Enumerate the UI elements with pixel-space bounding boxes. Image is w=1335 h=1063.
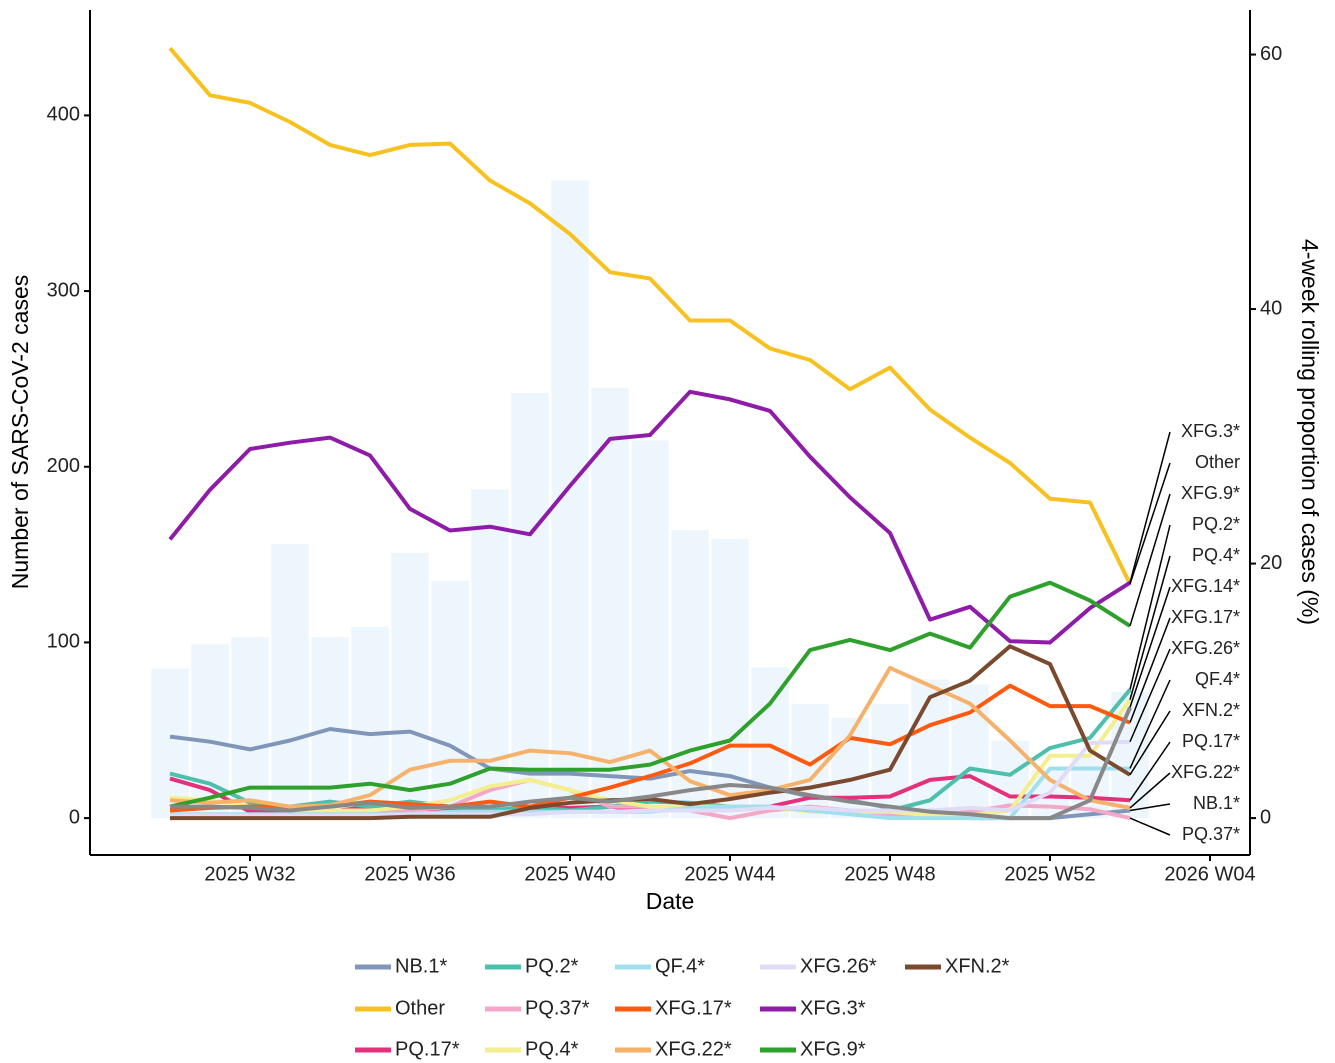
legend-label: XFG.3* xyxy=(800,997,866,1019)
y-tick-label: 300 xyxy=(47,279,80,301)
legend-label: PQ.4* xyxy=(525,1038,579,1060)
label-connector xyxy=(1129,679,1171,769)
case-bar xyxy=(871,703,909,819)
label-connector xyxy=(1129,555,1171,700)
label-connector xyxy=(1129,617,1171,723)
end-label: QF.4* xyxy=(1195,669,1240,689)
label-connector xyxy=(1129,648,1171,743)
y-tick-label: 400 xyxy=(47,104,80,126)
y2-axis-title: 4-week rolling proportion of cases (%) xyxy=(1297,239,1323,625)
y2-tick-label: 40 xyxy=(1260,297,1282,319)
case-bar xyxy=(271,544,309,819)
y-axis-title: Number of SARS-CoV-2 cases xyxy=(7,275,33,589)
case-bar xyxy=(951,684,989,819)
end-label: XFN.2* xyxy=(1182,700,1240,720)
case-bar xyxy=(711,538,749,819)
end-label: XFG.26* xyxy=(1171,638,1240,658)
x-tick-label: 2025 W52 xyxy=(1004,863,1095,885)
label-connector xyxy=(1129,586,1171,708)
legend-label: NB.1* xyxy=(395,955,447,977)
case-bar xyxy=(391,552,429,819)
label-connector xyxy=(1129,493,1171,627)
case-bar xyxy=(351,626,389,819)
y-tick-label: 200 xyxy=(47,455,80,477)
series-line xyxy=(170,739,1131,818)
x-axis-title: Date xyxy=(646,888,695,914)
series-line xyxy=(168,389,1132,645)
label-connector xyxy=(1129,772,1171,809)
case-bar xyxy=(511,392,549,819)
x-tick-label: 2025 W36 xyxy=(364,863,455,885)
legend-label: PQ.17* xyxy=(395,1038,460,1060)
end-label: XFG.14* xyxy=(1171,576,1240,596)
end-label: XFG.3* xyxy=(1181,421,1240,441)
label-connector xyxy=(1129,741,1171,801)
series-line xyxy=(169,580,1132,809)
label-connector xyxy=(1129,431,1171,583)
y2-tick-label: 20 xyxy=(1260,552,1282,574)
x-tick-label: 2025 W48 xyxy=(844,863,935,885)
legend-label: Other xyxy=(395,997,445,1019)
legend-label: XFG.26* xyxy=(800,955,877,977)
end-label: PQ.2* xyxy=(1192,514,1240,534)
legend-label: XFG.22* xyxy=(655,1038,732,1060)
label-connector xyxy=(1129,817,1171,836)
case-bar xyxy=(591,387,629,819)
label-connector xyxy=(1129,710,1171,776)
x-tick-label: 2025 W32 xyxy=(204,863,295,885)
legend-label: XFG.9* xyxy=(800,1038,866,1060)
label-connector xyxy=(1129,524,1171,690)
end-label: NB.1* xyxy=(1193,793,1240,813)
legend-label: XFN.2* xyxy=(945,955,1010,977)
label-connector xyxy=(1129,803,1171,812)
series-line xyxy=(170,706,1132,821)
y-tick-label: 0 xyxy=(69,806,80,828)
legend-label: PQ.2* xyxy=(525,955,579,977)
end-label: Other xyxy=(1195,452,1240,472)
series-line xyxy=(170,644,1132,821)
y2-tick-label: 60 xyxy=(1260,43,1282,65)
end-label: XFG.22* xyxy=(1171,762,1240,782)
x-tick-label: 2026 W04 xyxy=(1164,863,1255,885)
y2-tick-label: 0 xyxy=(1260,806,1271,828)
y-tick-label: 100 xyxy=(47,631,80,653)
label-connector xyxy=(1129,462,1171,585)
end-label: XFG.17* xyxy=(1171,607,1240,627)
series-line xyxy=(169,688,1132,813)
x-tick-label: 2025 W40 xyxy=(524,863,615,885)
series-line xyxy=(168,46,1132,585)
legend-label: PQ.37* xyxy=(525,997,590,1019)
x-tick-label: 2025 W44 xyxy=(684,863,775,885)
case-bar xyxy=(151,668,189,819)
case-bar xyxy=(911,679,949,819)
end-label: PQ.37* xyxy=(1182,824,1240,844)
end-label: XFG.9* xyxy=(1181,483,1240,503)
end-label: PQ.17* xyxy=(1182,731,1240,751)
legend-label: XFG.17* xyxy=(655,997,732,1019)
legend-label: QF.4* xyxy=(655,955,705,977)
end-label: PQ.4* xyxy=(1192,545,1240,565)
